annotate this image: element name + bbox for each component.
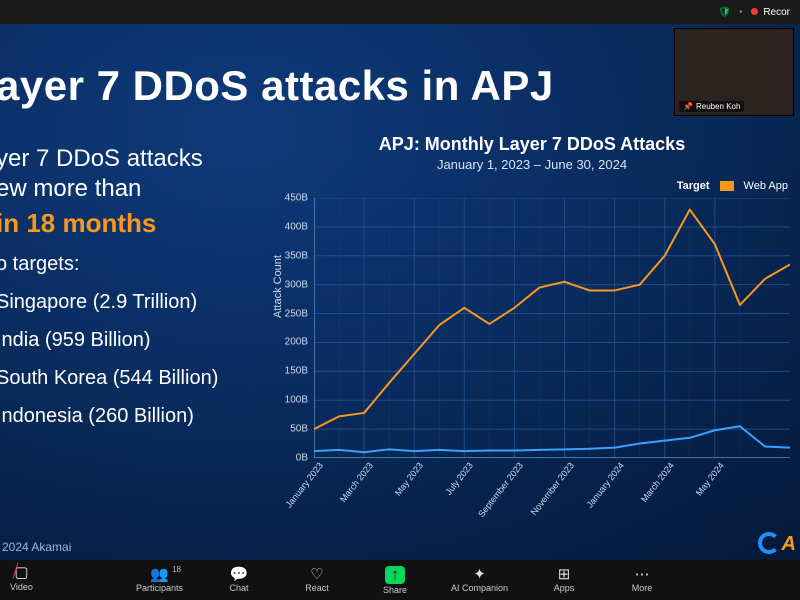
slide-title: ayer 7 DDoS attacks in APJ [0, 62, 554, 110]
toolbar-label: AI Companion [451, 583, 508, 593]
apps-icon: ⊞ [558, 567, 571, 582]
more-icon: ⋯ [635, 567, 650, 582]
toolbar-label: Apps [554, 583, 575, 593]
topbar-divider: • [739, 7, 743, 18]
chart-legend: Target Web App [677, 180, 788, 192]
copyright: 2024 Akamai [2, 540, 71, 554]
legend-series-label: Web App [744, 180, 788, 192]
y-tick-label: 450B [285, 193, 314, 204]
shield-icon: 🛡︎ [718, 7, 731, 18]
target-item: South Korea (544 Billion) [0, 366, 296, 390]
x-tick-label: July 2023 [441, 458, 476, 497]
chart-region: APJ: Monthly Layer 7 DDoS Attacks Januar… [270, 134, 794, 514]
video-off-icon: ▢⧸ [14, 563, 28, 581]
y-tick-label: 400B [285, 221, 314, 232]
ai-icon: ✦ [473, 567, 486, 582]
toolbar-more[interactable]: ⋯More [620, 567, 664, 593]
x-tick-label: May 2023 [390, 458, 425, 498]
y-tick-label: 300B [285, 279, 314, 290]
zoom-window: 🛡︎ • Recor ayer 7 DDoS attacks in APJ ye… [0, 0, 800, 600]
chat-icon: 💬 [230, 567, 249, 582]
y-tick-label: 350B [285, 250, 314, 261]
line-chart: 0B50B100B150B200B250B300B350B400B450BJan… [314, 198, 790, 458]
slide-summary: yer 7 DDoS attacks ew more than in 18 mo… [0, 144, 296, 428]
meeting-topbar: 🛡︎ • Recor [0, 0, 800, 24]
toolbar-label: More [632, 583, 653, 593]
zoom-toolbar: 👥Participants 18 💬Chat ♡React ↑Share ✦AI Comp… [0, 560, 800, 600]
speaker-name-tag: 📌 Reuben Koh [679, 101, 744, 112]
speaker-name: Reuben Koh [696, 102, 740, 111]
video-label: Video [10, 582, 33, 592]
x-tick-label: March 2024 [635, 458, 675, 504]
toolbar-label: Chat [229, 583, 248, 593]
participants-count: 18 [172, 565, 181, 574]
target-item: Singapore (2.9 Trillion) [0, 290, 296, 314]
x-tick-label: September 2023 [473, 458, 525, 519]
toolbar-react[interactable]: ♡React [295, 567, 339, 593]
toolbar-ai[interactable]: ✦AI Companion [451, 567, 508, 593]
pin-icon: 📌 [683, 102, 693, 111]
summary-line: ew more than [0, 174, 296, 204]
brand-text: A [782, 533, 796, 555]
video-toggle[interactable]: ▢⧸ Video [10, 563, 33, 592]
summary-highlight: in 18 months [0, 208, 296, 239]
x-tick-label: January 2024 [581, 458, 626, 510]
toolbar-label: Share [383, 585, 407, 595]
toolbar-chat[interactable]: 💬Chat [217, 567, 261, 593]
y-tick-label: 100B [285, 395, 314, 406]
speaker-thumbnail[interactable]: 📌 Reuben Koh [674, 28, 794, 116]
y-tick-label: 50B [290, 424, 314, 435]
recording-indicator[interactable]: Recor [751, 7, 790, 18]
swirl-icon [758, 532, 780, 554]
series-line [314, 210, 790, 430]
brand-logo: A [758, 532, 796, 556]
share-icon: ↑ [385, 566, 405, 584]
toolbar-share[interactable]: ↑Share [373, 566, 417, 595]
x-tick-label: November 2023 [525, 458, 575, 517]
x-tick-label: March 2023 [335, 458, 375, 504]
toolbar-apps[interactable]: ⊞Apps [542, 567, 586, 593]
y-tick-label: 150B [285, 366, 314, 377]
legend-target-label: Target [677, 180, 710, 192]
record-dot-icon [751, 8, 758, 15]
y-tick-label: 250B [285, 308, 314, 319]
y-tick-label: 200B [285, 337, 314, 348]
summary-line: yer 7 DDoS attacks [0, 144, 296, 174]
targets-heading: o targets: [0, 253, 296, 276]
legend-swatch [720, 181, 734, 191]
toolbar-label: React [305, 583, 329, 593]
x-tick-label: January 2023 [280, 458, 325, 510]
react-icon: ♡ [310, 567, 323, 582]
target-item: India (959 Billion) [0, 328, 296, 352]
recording-label: Recor [763, 7, 790, 18]
participants-icon: 👥 [150, 567, 169, 582]
target-item: Indonesia (260 Billion) [0, 404, 296, 428]
x-tick-label: May 2024 [690, 458, 725, 498]
y-axis-label: Attack Count [272, 255, 284, 318]
series-line [314, 426, 790, 452]
chart-subtitle: January 1, 2023 – June 30, 2024 [270, 157, 794, 172]
chart-title: APJ: Monthly Layer 7 DDoS Attacks [270, 134, 794, 155]
toolbar-label: Participants [136, 583, 183, 593]
toolbar-participants[interactable]: 👥Participants 18 [136, 567, 183, 593]
